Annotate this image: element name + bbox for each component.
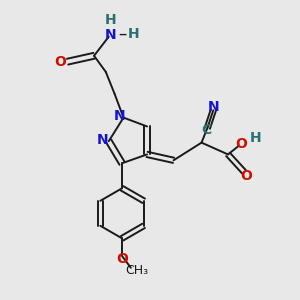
Text: CH₃: CH₃ — [125, 264, 148, 277]
Text: O: O — [54, 55, 66, 69]
Text: O: O — [116, 252, 128, 266]
Text: O: O — [241, 169, 253, 183]
Text: N: N — [104, 28, 116, 42]
Text: C: C — [202, 123, 212, 137]
Text: O: O — [235, 137, 247, 151]
Text: N: N — [97, 133, 108, 147]
Text: H: H — [104, 14, 116, 27]
Text: N: N — [114, 109, 126, 123]
Text: –: – — [118, 25, 126, 43]
Text: H: H — [250, 131, 262, 145]
Text: N: N — [208, 100, 219, 114]
Text: H: H — [128, 27, 140, 41]
